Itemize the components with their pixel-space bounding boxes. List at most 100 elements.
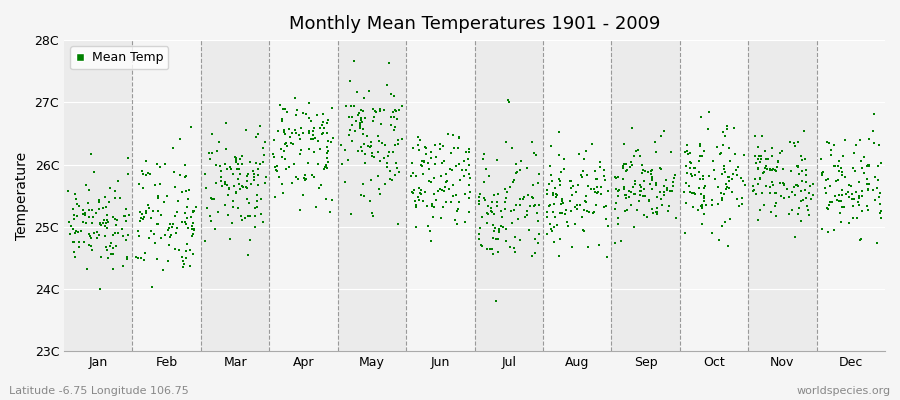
Point: [319, 196, 333, 202]
Point: [500, 195, 514, 202]
Point: [479, 166, 493, 172]
Point: [422, 165, 436, 172]
Point: [383, 122, 398, 128]
Point: [101, 254, 115, 261]
Point: [150, 160, 165, 167]
Point: [608, 240, 622, 246]
Point: [505, 220, 519, 226]
Point: [476, 156, 491, 162]
Point: [502, 184, 517, 190]
Point: [732, 203, 746, 210]
Point: [481, 203, 495, 209]
Point: [697, 195, 711, 202]
Point: [382, 60, 396, 66]
Point: [366, 154, 381, 160]
Point: [511, 216, 526, 223]
Point: [325, 105, 339, 111]
Point: [489, 236, 503, 242]
Point: [626, 191, 641, 197]
Point: [94, 254, 108, 260]
Point: [680, 142, 694, 148]
Point: [320, 130, 335, 136]
Point: [458, 191, 473, 197]
Point: [513, 158, 527, 164]
Point: [405, 188, 419, 195]
Point: [413, 137, 428, 143]
Point: [818, 177, 832, 184]
Point: [175, 188, 189, 195]
Point: [698, 202, 713, 208]
Point: [749, 191, 763, 198]
Point: [645, 209, 660, 216]
Point: [166, 221, 180, 228]
Point: [870, 240, 885, 247]
Point: [500, 97, 515, 103]
Point: [274, 181, 289, 188]
Point: [508, 248, 522, 255]
Point: [553, 182, 567, 188]
Point: [832, 168, 846, 174]
Point: [108, 216, 122, 222]
Point: [763, 165, 778, 172]
Text: Latitude -6.75 Longitude 106.75: Latitude -6.75 Longitude 106.75: [9, 386, 189, 396]
Point: [343, 127, 357, 133]
Point: [378, 181, 392, 187]
Point: [574, 171, 589, 178]
Point: [802, 211, 816, 218]
Point: [722, 184, 736, 191]
Point: [151, 221, 166, 227]
Point: [540, 209, 554, 215]
Point: [660, 185, 674, 192]
Point: [240, 213, 255, 220]
Point: [723, 173, 737, 180]
Point: [119, 218, 133, 224]
Point: [218, 202, 232, 208]
Point: [834, 198, 849, 204]
Point: [250, 166, 265, 172]
Point: [390, 165, 404, 172]
Point: [874, 208, 888, 215]
Point: [278, 131, 293, 137]
Point: [853, 237, 868, 243]
Point: [795, 178, 809, 184]
Point: [388, 172, 402, 178]
Point: [242, 237, 256, 243]
Point: [837, 204, 851, 210]
Bar: [132, 40, 201, 351]
Point: [831, 176, 845, 183]
Point: [820, 229, 834, 235]
Point: [598, 177, 612, 184]
Point: [842, 220, 857, 226]
Point: [88, 210, 103, 216]
Point: [345, 114, 359, 120]
Point: [354, 144, 368, 150]
Point: [723, 158, 737, 164]
Point: [135, 210, 149, 217]
Point: [491, 199, 505, 205]
Point: [578, 198, 592, 204]
Point: [616, 186, 631, 193]
Point: [176, 264, 190, 270]
Point: [860, 180, 875, 187]
Point: [540, 214, 554, 220]
Point: [161, 258, 176, 264]
Point: [792, 171, 806, 177]
Point: [372, 138, 386, 144]
Point: [243, 213, 257, 220]
Point: [68, 254, 83, 260]
Point: [820, 205, 834, 211]
Point: [722, 178, 736, 184]
Point: [785, 207, 799, 214]
Point: [76, 239, 91, 246]
Point: [287, 95, 302, 101]
Point: [213, 178, 228, 184]
Point: [82, 241, 96, 248]
Point: [119, 206, 133, 212]
Point: [575, 227, 590, 233]
Point: [641, 169, 655, 176]
Point: [275, 154, 290, 160]
Point: [186, 208, 201, 214]
Point: [500, 189, 514, 195]
Point: [779, 185, 794, 192]
Point: [752, 153, 767, 160]
